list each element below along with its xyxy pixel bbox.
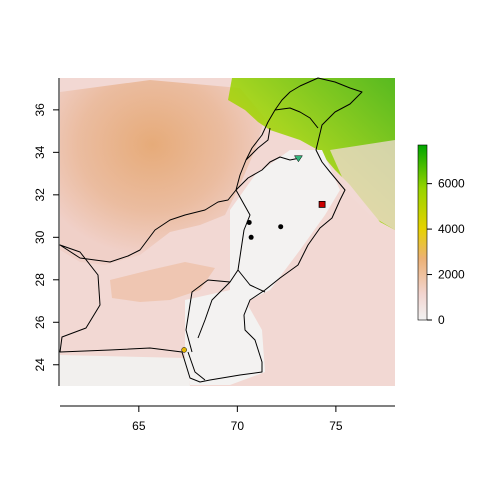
map-point bbox=[246, 219, 252, 225]
elevation-raster bbox=[60, 78, 395, 386]
y-tick-label: 24 bbox=[33, 358, 47, 372]
sindh-balochistan-border bbox=[197, 281, 231, 339]
northern-mountains bbox=[228, 78, 395, 230]
legend-axis: 0 2000 4000 6000 bbox=[427, 177, 465, 327]
snow-tibet bbox=[330, 140, 395, 230]
y-tick-label: 26 bbox=[33, 315, 47, 329]
x-tick-label: 70 bbox=[231, 419, 245, 433]
legend-color-bar bbox=[417, 144, 428, 321]
x-axis: 65 70 75 bbox=[132, 406, 343, 433]
y-tick-label: 28 bbox=[33, 273, 47, 287]
baluchistan-highland bbox=[110, 262, 215, 302]
green-marker bbox=[293, 155, 303, 163]
map-point bbox=[278, 224, 284, 230]
boundaries bbox=[59, 77, 363, 383]
x-tick-label: 75 bbox=[329, 419, 343, 433]
legend-tick-label: 2000 bbox=[438, 268, 465, 282]
y-tick-label: 32 bbox=[33, 188, 47, 202]
y-tick-label: 34 bbox=[33, 145, 47, 159]
elevation-legend: 0 2000 4000 6000 bbox=[417, 144, 465, 327]
yellow-marker bbox=[181, 347, 187, 353]
gilgit-border bbox=[274, 107, 319, 129]
y-axis: 24 26 28 30 32 34 36 bbox=[33, 103, 59, 372]
x-tick-label: 65 bbox=[132, 419, 146, 433]
indus-plain bbox=[230, 150, 340, 325]
legend-tick-label: 4000 bbox=[438, 222, 465, 236]
y-tick-label: 30 bbox=[33, 230, 47, 244]
pakistan-outline bbox=[59, 77, 363, 383]
fata-border bbox=[245, 127, 271, 161]
map-point bbox=[248, 234, 254, 240]
iranian-plateau bbox=[60, 80, 265, 265]
kp-punjab-border bbox=[235, 156, 301, 191]
sindh-coast bbox=[187, 351, 206, 381]
legend-tick-label: 0 bbox=[438, 313, 445, 327]
punjab-sindh-border bbox=[237, 269, 266, 293]
y-tick-label: 36 bbox=[33, 103, 47, 117]
arabian-sea-coast bbox=[60, 355, 190, 386]
red-marker bbox=[318, 200, 326, 208]
points-layer bbox=[181, 155, 326, 353]
legend-tick-label: 6000 bbox=[438, 177, 465, 191]
